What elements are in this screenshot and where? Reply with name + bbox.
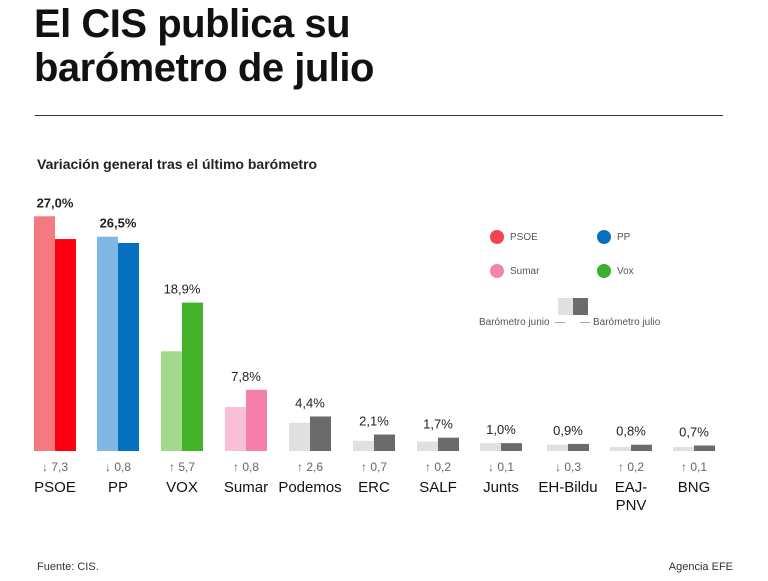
bar-julio-vox	[182, 302, 203, 451]
data-label: 1,0%	[486, 422, 516, 437]
legend-psoe-swatch	[490, 230, 504, 244]
change-label: ↑ 5,7	[169, 460, 195, 474]
legend-psoe: PSOE	[510, 232, 538, 243]
bar-julio-erc	[374, 434, 395, 451]
page-title: El CIS publica su barómetro de julio	[34, 2, 374, 90]
data-label: 0,7%	[679, 425, 709, 440]
category-label: SALF	[419, 479, 457, 496]
legend-sumar-swatch	[490, 264, 504, 278]
chart-subtitle: Variación general tras el último barómet…	[37, 156, 318, 172]
bar-junio-pp	[97, 236, 118, 451]
category-label: EH-Bildu	[538, 479, 597, 496]
agency-credit: Agencia EFE	[668, 561, 733, 573]
legend-julio-swatch	[573, 298, 588, 315]
bar-julio-salf	[438, 437, 459, 451]
bar-junio-eaj-pnv	[610, 447, 631, 451]
divider	[35, 115, 723, 116]
change-label: ↑ 0,1	[681, 460, 707, 474]
category-label: PP	[108, 479, 128, 496]
data-label: 7,8%	[231, 369, 261, 384]
bar-junio-podemos	[289, 422, 310, 451]
bar-julio-junts	[501, 443, 522, 451]
legend-julio-leader	[580, 322, 590, 323]
bar-junio-junts	[480, 443, 501, 451]
category-label: Sumar	[224, 479, 268, 496]
bar-julio-pp	[118, 242, 139, 451]
data-label: 4,4%	[295, 395, 325, 410]
bar-junio-erc	[353, 440, 374, 451]
change-label: ↑ 2,6	[297, 460, 323, 474]
category-label: ERC	[358, 479, 390, 496]
legend-sumar: Sumar	[510, 266, 540, 277]
bar-junio-bng	[673, 447, 694, 451]
bar-junio-salf	[417, 441, 438, 451]
bar-julio-sumar	[246, 389, 267, 451]
category-label: PNV	[616, 497, 647, 514]
data-label: 18,9%	[164, 282, 201, 297]
bar-julio-podemos	[310, 416, 331, 451]
change-label: ↑ 0,8	[233, 460, 259, 474]
category-label: BNG	[678, 479, 711, 496]
change-label: ↓ 0,1	[488, 460, 514, 474]
data-label: 0,9%	[553, 423, 583, 438]
bar-junio-eh-bildu	[547, 444, 568, 451]
change-label: ↓ 7,3	[42, 460, 68, 474]
category-label: Junts	[483, 479, 519, 496]
bar-julio-eh-bildu	[568, 443, 589, 451]
change-label: ↓ 0,3	[555, 460, 581, 474]
data-label: 26,5%	[100, 216, 137, 231]
change-label: ↑ 0,2	[425, 460, 451, 474]
data-label: 1,7%	[423, 417, 453, 432]
data-label: 0,8%	[616, 424, 646, 439]
source-note: Fuente: CIS.	[37, 561, 99, 573]
bar-julio-psoe	[55, 239, 76, 451]
bar-junio-vox	[161, 351, 182, 451]
bar-julio-eaj-pnv	[631, 444, 652, 451]
legend-vox: Vox	[617, 266, 634, 277]
data-label: 2,1%	[359, 414, 389, 429]
change-label: ↓ 0,8	[105, 460, 131, 474]
title-line-1: El CIS publica su	[34, 2, 351, 46]
bar-julio-bng	[694, 445, 715, 451]
legend-junio-leader	[555, 322, 565, 323]
category-label: Podemos	[278, 479, 341, 496]
change-label: ↑ 0,7	[361, 460, 387, 474]
legend-julio: Barómetro julio	[593, 317, 661, 328]
legend-junio: Barómetro junio	[479, 317, 550, 328]
title-line-2: barómetro de julio	[34, 46, 374, 90]
change-label: ↑ 0,2	[618, 460, 644, 474]
category-label: VOX	[166, 479, 198, 496]
legend-vox-swatch	[597, 264, 611, 278]
category-label: EAJ-	[615, 479, 648, 496]
legend-junio-swatch	[558, 298, 573, 315]
legend-pp: PP	[617, 232, 631, 243]
legend-pp-swatch	[597, 230, 611, 244]
bar-junio-psoe	[34, 216, 55, 451]
category-label: PSOE	[34, 479, 76, 496]
data-label: 27,0%	[37, 195, 74, 210]
bar-junio-sumar	[225, 407, 246, 451]
